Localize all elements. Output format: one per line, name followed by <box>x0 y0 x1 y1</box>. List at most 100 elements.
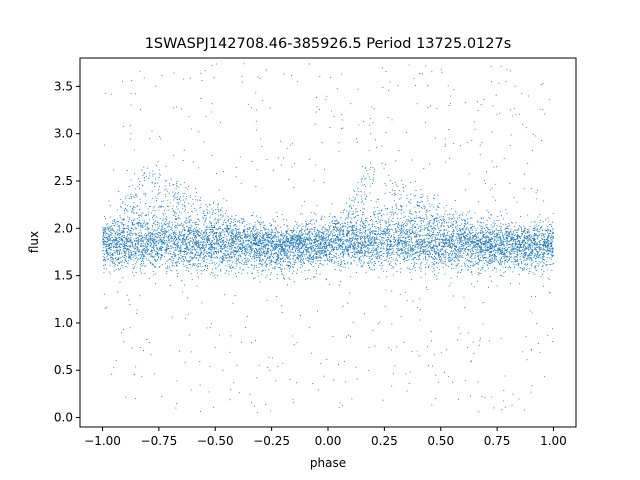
data-point <box>336 223 338 225</box>
data-point <box>497 248 499 250</box>
data-point <box>432 232 434 234</box>
data-point <box>332 248 334 250</box>
data-point <box>428 230 431 232</box>
data-point <box>190 215 192 217</box>
data-point <box>224 247 226 249</box>
data-point <box>480 230 482 232</box>
data-point <box>164 213 166 215</box>
data-point <box>397 84 399 86</box>
data-point <box>273 220 275 222</box>
data-point <box>189 219 191 221</box>
data-point <box>232 256 234 258</box>
data-point <box>184 241 186 243</box>
data-point <box>427 233 429 235</box>
data-point <box>505 240 507 242</box>
data-point <box>459 216 461 218</box>
data-point <box>497 262 500 264</box>
data-point <box>441 241 444 243</box>
data-point <box>285 240 287 242</box>
data-point <box>380 232 382 234</box>
data-point <box>521 249 523 251</box>
data-point <box>474 248 476 251</box>
data-point <box>362 242 364 244</box>
data-point <box>372 121 374 123</box>
data-point <box>307 232 309 235</box>
data-point <box>423 253 425 255</box>
data-point <box>469 233 471 235</box>
data-point <box>364 251 366 253</box>
data-point <box>223 241 225 243</box>
data-point <box>150 212 153 214</box>
data-point <box>525 259 527 261</box>
data-point <box>409 181 411 184</box>
data-point <box>195 228 197 230</box>
data-point <box>204 220 206 222</box>
data-point <box>277 249 279 251</box>
data-point <box>355 366 357 368</box>
data-point <box>407 254 409 256</box>
data-point <box>191 231 193 233</box>
data-point <box>153 247 155 249</box>
data-point <box>474 255 476 257</box>
data-point <box>487 235 489 237</box>
data-point <box>414 220 417 222</box>
data-point <box>541 239 544 241</box>
data-point <box>184 222 186 224</box>
data-point <box>460 213 462 215</box>
data-point <box>369 251 371 254</box>
data-point <box>392 220 394 223</box>
data-point <box>316 234 318 236</box>
data-point <box>369 234 372 236</box>
data-point <box>222 236 224 238</box>
data-point <box>456 265 458 267</box>
data-point <box>151 236 153 238</box>
data-point <box>180 244 182 246</box>
data-point <box>369 241 371 244</box>
data-point <box>539 242 541 244</box>
data-point <box>157 226 159 228</box>
data-point <box>126 255 128 258</box>
data-point <box>393 250 395 252</box>
data-point <box>538 256 540 258</box>
data-point <box>249 237 251 240</box>
data-point <box>547 277 549 279</box>
data-point <box>418 355 420 357</box>
data-point <box>188 203 190 205</box>
data-point <box>473 257 475 259</box>
data-point <box>443 256 445 259</box>
data-point <box>170 240 172 242</box>
data-point <box>269 261 271 263</box>
data-point <box>423 243 425 245</box>
data-point <box>481 268 483 270</box>
data-point <box>174 236 176 238</box>
data-point <box>259 77 261 79</box>
data-point <box>133 259 135 261</box>
data-point <box>357 255 359 257</box>
data-point <box>451 207 453 210</box>
data-point <box>195 257 197 260</box>
data-point <box>151 216 154 218</box>
data-point <box>523 409 526 411</box>
data-point <box>117 233 119 235</box>
data-point <box>402 233 404 235</box>
data-point <box>419 73 421 75</box>
data-point <box>289 265 291 267</box>
data-point <box>245 257 247 259</box>
data-point <box>237 249 240 251</box>
data-point <box>505 246 507 248</box>
data-point <box>209 262 211 265</box>
data-point <box>415 253 417 255</box>
data-point <box>222 171 224 173</box>
data-point <box>186 248 188 250</box>
data-point <box>144 195 146 197</box>
data-point <box>111 373 113 375</box>
data-point <box>275 252 277 254</box>
data-point <box>170 247 172 249</box>
data-point <box>222 260 224 262</box>
data-point <box>357 188 359 190</box>
data-point <box>290 144 292 146</box>
data-point <box>342 246 344 248</box>
data-point <box>183 263 185 265</box>
data-point <box>426 224 428 226</box>
data-point <box>374 225 376 227</box>
